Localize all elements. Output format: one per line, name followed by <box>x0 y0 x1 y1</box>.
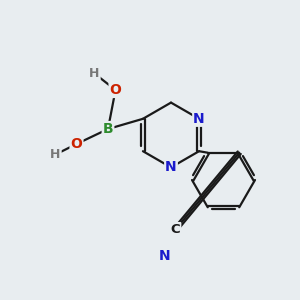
Text: C: C <box>171 223 180 236</box>
Text: N: N <box>165 160 177 174</box>
Text: N: N <box>159 250 171 263</box>
Text: B: B <box>103 122 113 136</box>
Text: H: H <box>50 148 61 161</box>
Text: O: O <box>110 83 122 97</box>
Text: H: H <box>89 67 100 80</box>
Text: O: O <box>70 137 83 151</box>
Text: N: N <box>193 112 205 126</box>
